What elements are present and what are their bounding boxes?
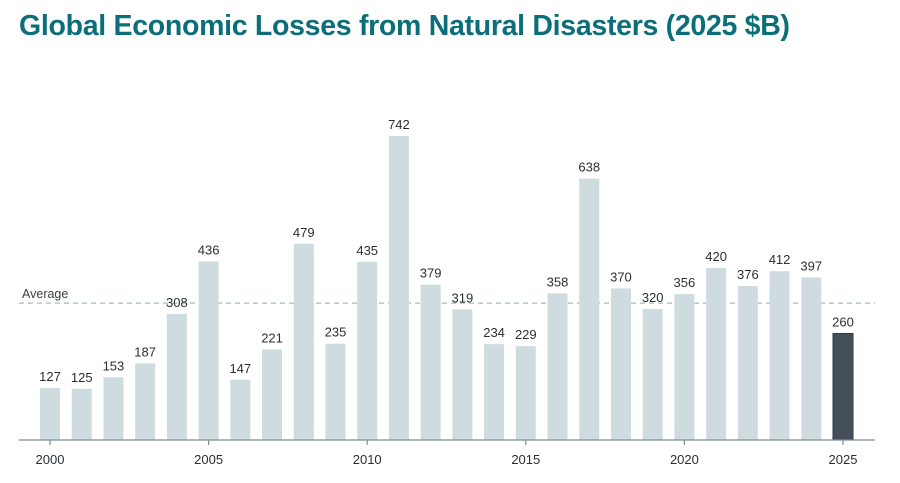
bar-2002 bbox=[103, 377, 124, 440]
bar-2011 bbox=[388, 136, 409, 440]
data-label-2016: 358 bbox=[547, 274, 569, 289]
data-label-2010: 435 bbox=[356, 243, 378, 258]
bar-2014 bbox=[484, 344, 505, 440]
bar-2007 bbox=[262, 349, 283, 440]
bar-2003 bbox=[135, 363, 156, 440]
data-label-2000: 127 bbox=[39, 369, 61, 384]
data-label-2015: 229 bbox=[515, 327, 537, 342]
x-tick-label-2000: 2000 bbox=[36, 452, 65, 467]
data-label-2011: 742 bbox=[388, 117, 410, 132]
x-tick-label-2025: 2025 bbox=[829, 452, 858, 467]
data-label-2014: 234 bbox=[483, 325, 505, 340]
bar-2004 bbox=[166, 313, 187, 440]
data-label-2006: 147 bbox=[229, 361, 251, 376]
data-label-2013: 319 bbox=[452, 290, 474, 305]
average-label: Average bbox=[22, 287, 68, 301]
bar-2021 bbox=[706, 267, 727, 440]
x-tick-label-2015: 2015 bbox=[511, 452, 540, 467]
data-label-2017: 638 bbox=[578, 160, 600, 175]
bar-2008 bbox=[293, 243, 314, 440]
data-label-2018: 370 bbox=[610, 269, 632, 284]
data-label-2002: 153 bbox=[103, 358, 125, 373]
bar-2018 bbox=[610, 288, 631, 440]
bar-2013 bbox=[452, 309, 473, 440]
bar-2019 bbox=[642, 308, 663, 440]
bar-2023 bbox=[769, 271, 790, 440]
bar-2017 bbox=[579, 178, 600, 440]
data-label-2007: 221 bbox=[261, 330, 283, 345]
x-tick-label-2005: 2005 bbox=[194, 452, 223, 467]
data-label-2024: 397 bbox=[800, 258, 822, 273]
bar-2009 bbox=[325, 343, 346, 440]
bar-2001 bbox=[71, 388, 92, 440]
data-label-2023: 412 bbox=[769, 252, 791, 267]
data-label-2008: 479 bbox=[293, 225, 315, 240]
data-label-2012: 379 bbox=[420, 266, 442, 281]
bar-2022 bbox=[737, 285, 758, 440]
data-label-2001: 125 bbox=[71, 370, 93, 385]
bar-2016 bbox=[547, 293, 568, 440]
x-tick-label-2020: 2020 bbox=[670, 452, 699, 467]
data-label-2019: 320 bbox=[642, 290, 664, 305]
data-label-2025: 260 bbox=[832, 314, 854, 329]
bar-2015 bbox=[515, 346, 536, 440]
data-label-2005: 436 bbox=[198, 242, 220, 257]
data-label-2020: 356 bbox=[674, 275, 696, 290]
data-label-2003: 187 bbox=[134, 344, 156, 359]
bar-2010 bbox=[357, 261, 378, 440]
bar-2006 bbox=[230, 379, 251, 440]
chart-title: Global Economic Losses from Natural Disa… bbox=[19, 10, 790, 42]
bar-2012 bbox=[420, 284, 441, 440]
data-label-2004: 308 bbox=[166, 295, 188, 310]
data-label-2021: 420 bbox=[705, 249, 727, 264]
data-label-2022: 376 bbox=[737, 267, 759, 282]
x-tick-label-2010: 2010 bbox=[353, 452, 382, 467]
bar-2025 bbox=[832, 332, 854, 441]
data-label-2009: 235 bbox=[325, 325, 347, 340]
bar-2000 bbox=[40, 387, 60, 440]
bar-2020 bbox=[674, 294, 695, 440]
bar-2005 bbox=[198, 261, 219, 440]
bar-2024 bbox=[801, 277, 822, 440]
